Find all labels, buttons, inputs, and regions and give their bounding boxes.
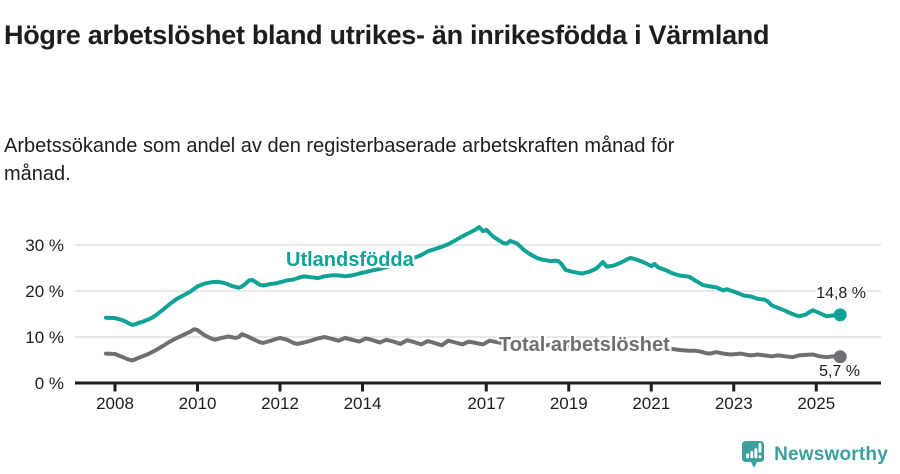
y-tick-label: 30 % (25, 236, 64, 255)
logo-bar-medium (750, 451, 754, 459)
series-end-dot-1 (833, 350, 847, 364)
y-tick-label: 10 % (25, 328, 64, 347)
end-value-label-utlandsfodda: 14,8 % (816, 285, 866, 302)
series-label-total-arbetsloshet: Total arbetslöshet (499, 334, 670, 356)
newsworthy-logo-icon (742, 441, 765, 468)
x-tick-label: 2010 (179, 394, 217, 413)
x-tick-label: 2021 (632, 394, 670, 413)
newsworthy-logo[interactable]: Newsworthy (742, 441, 888, 469)
x-tick-label: 2023 (715, 394, 753, 413)
x-tick-label: 2025 (797, 394, 835, 413)
newsworthy-logo-text: Newsworthy (774, 444, 888, 465)
x-tick-label: 2008 (96, 394, 134, 413)
series-label-utlandsfodda: Utlandsfödda (286, 249, 414, 271)
logo-bar-small (746, 453, 750, 459)
series-end-dot-0 (833, 308, 847, 322)
chart-subtitle: Arbetssökande som andel av den registerb… (4, 135, 675, 185)
series-line-1 (103, 327, 843, 363)
x-tick-label: 2014 (344, 394, 382, 413)
end-value-label-total-arbetsloshet: 5,7 % (819, 363, 860, 380)
series-line-0 (103, 225, 843, 327)
y-tick-label: 20 % (25, 282, 64, 301)
x-tick-label: 2012 (261, 394, 299, 413)
y-tick-label: 0 % (35, 374, 64, 393)
logo-bar-large (754, 448, 758, 459)
logo-exclamation-dot (758, 455, 762, 459)
x-tick-label: 2017 (467, 394, 505, 413)
page-title: Högre arbetslöshet bland utrikes- än inr… (4, 20, 770, 51)
x-tick-label: 2019 (550, 394, 588, 413)
logo-exclamation-bar (758, 443, 762, 453)
